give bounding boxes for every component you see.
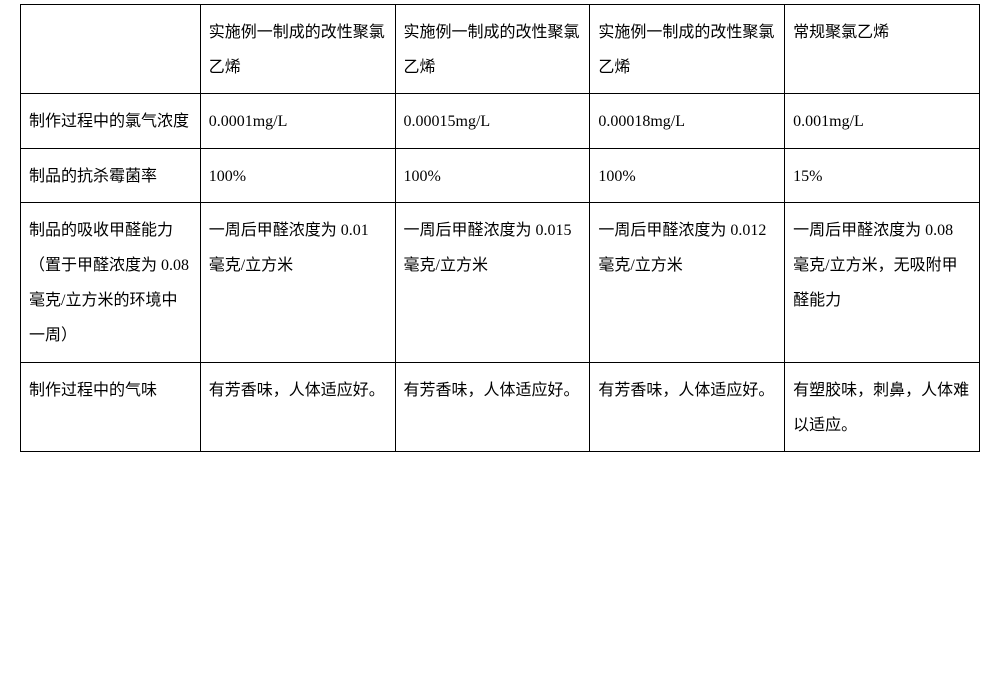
cell-value: 有芳香味，人体适应好。 — [590, 362, 785, 451]
cell-value: 有芳香味，人体适应好。 — [395, 362, 590, 451]
cell-value: 0.00018mg/L — [590, 94, 785, 148]
row-label: 制品的抗杀霉菌率 — [21, 148, 201, 202]
cell-value: 一周后甲醛浓度为 0.01 毫克/立方米 — [200, 202, 395, 362]
header-cell-sample1: 实施例一制成的改性聚氯乙烯 — [200, 5, 395, 94]
table-row: 制作过程中的气味 有芳香味，人体适应好。 有芳香味，人体适应好。 有芳香味，人体… — [21, 362, 980, 451]
cell-value: 一周后甲醛浓度为 0.08 毫克/立方米，无吸附甲醛能力 — [785, 202, 980, 362]
cell-value: 一周后甲醛浓度为 0.012 毫克/立方米 — [590, 202, 785, 362]
cell-value: 一周后甲醛浓度为 0.015 毫克/立方米 — [395, 202, 590, 362]
row-label: 制作过程中的氯气浓度 — [21, 94, 201, 148]
cell-value: 有塑胶味，刺鼻，人体难以适应。 — [785, 362, 980, 451]
cell-value: 有芳香味，人体适应好。 — [200, 362, 395, 451]
table-header-row: 实施例一制成的改性聚氯乙烯 实施例一制成的改性聚氯乙烯 实施例一制成的改性聚氯乙… — [21, 5, 980, 94]
cell-value: 0.001mg/L — [785, 94, 980, 148]
cell-value: 100% — [200, 148, 395, 202]
cell-value: 100% — [590, 148, 785, 202]
table-row: 制作过程中的氯气浓度 0.0001mg/L 0.00015mg/L 0.0001… — [21, 94, 980, 148]
cell-value: 0.0001mg/L — [200, 94, 395, 148]
cell-value: 0.00015mg/L — [395, 94, 590, 148]
cell-value: 15% — [785, 148, 980, 202]
table-row: 制品的吸收甲醛能力（置于甲醛浓度为 0.08 毫克/立方米的环境中一周） 一周后… — [21, 202, 980, 362]
header-cell-sample3: 实施例一制成的改性聚氯乙烯 — [590, 5, 785, 94]
header-cell-property — [21, 5, 201, 94]
row-label: 制作过程中的气味 — [21, 362, 201, 451]
row-label: 制品的吸收甲醛能力（置于甲醛浓度为 0.08 毫克/立方米的环境中一周） — [21, 202, 201, 362]
comparison-table: 实施例一制成的改性聚氯乙烯 实施例一制成的改性聚氯乙烯 实施例一制成的改性聚氯乙… — [20, 4, 980, 452]
page: 实施例一制成的改性聚氯乙烯 实施例一制成的改性聚氯乙烯 实施例一制成的改性聚氯乙… — [0, 4, 1000, 694]
header-cell-control: 常规聚氯乙烯 — [785, 5, 980, 94]
cell-value: 100% — [395, 148, 590, 202]
header-cell-sample2: 实施例一制成的改性聚氯乙烯 — [395, 5, 590, 94]
table-row: 制品的抗杀霉菌率 100% 100% 100% 15% — [21, 148, 980, 202]
